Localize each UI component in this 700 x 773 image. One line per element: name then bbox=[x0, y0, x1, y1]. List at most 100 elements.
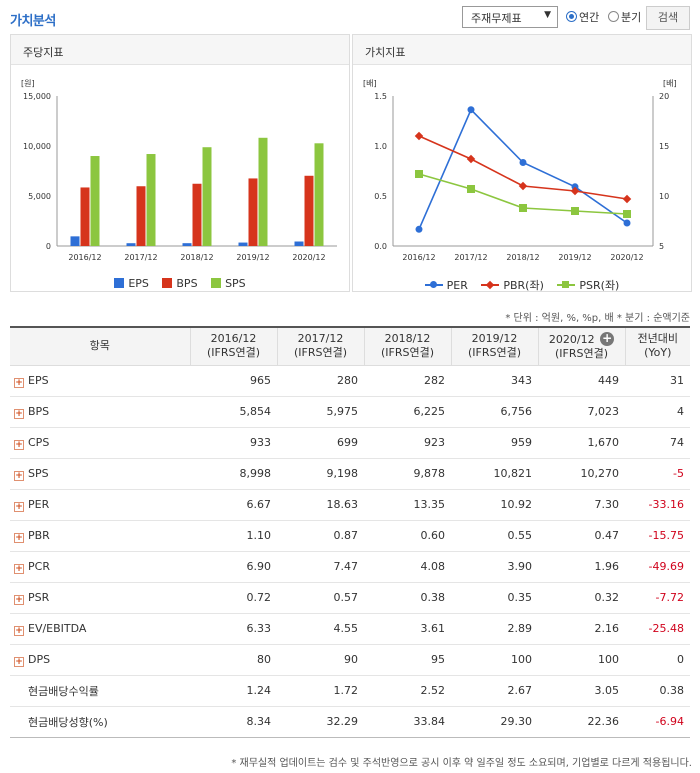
per-share-chart-title: 주당지표 bbox=[11, 35, 349, 65]
add-column-icon[interactable]: + bbox=[600, 330, 615, 346]
value-cell: 0.57 bbox=[277, 582, 364, 614]
y-tick-label: 0 bbox=[46, 242, 51, 251]
value-cell: 1.72 bbox=[277, 675, 364, 707]
bar-bps bbox=[80, 187, 90, 246]
legend-swatch bbox=[162, 278, 173, 288]
legend-sps[interactable]: SPS bbox=[211, 277, 246, 290]
bar-eps bbox=[294, 241, 304, 246]
legend-swatch bbox=[114, 278, 125, 288]
row-label: PBR bbox=[28, 528, 50, 542]
row-label-cell[interactable]: + SPS bbox=[10, 458, 190, 490]
table-row: 현금배당수익률 1.24 1.72 2.52 2.67 3.05 0.38 bbox=[10, 675, 690, 707]
valuation-table: 항목 2016/12 (IFRS연결) 2017/12 (IFRS연결) 2018/… bbox=[10, 326, 690, 738]
yoy-cell: 31 bbox=[625, 365, 690, 397]
yoy-cell: 4 bbox=[625, 396, 690, 428]
valuation-chart-panel: 가치지표 [배] [배] 1.5 1.0 0.5 0.0 20 15 10 5 2016/12 201… bbox=[352, 34, 692, 292]
bar-eps bbox=[182, 243, 192, 246]
legend-psr[interactable]: PSR(좌) bbox=[557, 277, 619, 293]
header-period: 2018/12 bbox=[384, 332, 431, 346]
expand-plus-icon[interactable]: + bbox=[14, 532, 24, 543]
header-period: 2019/12 bbox=[471, 332, 518, 346]
value-cell: 80 bbox=[190, 644, 277, 676]
expand-plus-icon[interactable]: + bbox=[14, 594, 24, 605]
expand-plus-icon[interactable]: + bbox=[14, 470, 24, 481]
value-cell: 0.55 bbox=[451, 520, 538, 552]
radio-unchecked-icon bbox=[608, 11, 619, 22]
row-label-cell[interactable]: + BPS bbox=[10, 396, 190, 428]
bar-sps bbox=[90, 156, 100, 246]
legend-per[interactable]: PER bbox=[424, 279, 468, 292]
value-cell: 5,975 bbox=[277, 396, 364, 428]
right-tick-label: 15 bbox=[659, 142, 669, 151]
value-cell: 343 bbox=[451, 365, 538, 397]
legend-eps[interactable]: EPS bbox=[114, 277, 149, 290]
x-tick-label: 2017/12 bbox=[124, 253, 157, 262]
data-point bbox=[571, 207, 579, 215]
expand-plus-icon[interactable]: + bbox=[14, 563, 24, 574]
value-cell: 7,023 bbox=[538, 396, 625, 428]
value-cell: 33.84 bbox=[364, 706, 451, 738]
row-label-cell[interactable]: + PCR bbox=[10, 551, 190, 583]
per-share-chart-legend: EPS BPS SPS bbox=[11, 277, 349, 290]
header-basis: (IFRS연결) bbox=[206, 346, 261, 360]
expand-plus-icon[interactable]: + bbox=[14, 625, 24, 636]
value-cell: 6.90 bbox=[190, 551, 277, 583]
data-point bbox=[518, 181, 528, 191]
x-tick-label: 2020/12 bbox=[292, 253, 325, 262]
expand-plus-icon[interactable]: + bbox=[14, 439, 24, 450]
row-label-cell[interactable]: + PER bbox=[10, 489, 190, 521]
valuation-line-chart: [배] [배] 1.5 1.0 0.5 0.0 20 15 10 5 2016/12 2017/12 2… bbox=[363, 79, 677, 262]
value-cell: 449 bbox=[538, 365, 625, 397]
row-label: BPS bbox=[28, 404, 50, 418]
header-basis: (IFRS연결) bbox=[380, 346, 435, 360]
header-item: 항목 bbox=[10, 327, 190, 366]
expand-plus-icon[interactable]: + bbox=[14, 408, 24, 419]
row-label-cell[interactable]: + PBR bbox=[10, 520, 190, 552]
search-button[interactable]: 검색 bbox=[646, 6, 690, 30]
y-tick-label: 10,000 bbox=[23, 142, 51, 151]
yoy-cell: -7.72 bbox=[625, 582, 690, 614]
value-cell: 923 bbox=[364, 427, 451, 459]
legend-pbr[interactable]: PBR(좌) bbox=[481, 277, 544, 293]
legend-label: SPS bbox=[225, 277, 246, 290]
header-col: 2019/12 (IFRS연결) bbox=[450, 327, 538, 366]
row-label-cell[interactable]: + EV/EBITDA bbox=[10, 613, 190, 645]
valuation-chart-legend: PER PBR(좌) PSR(좌) bbox=[353, 277, 691, 293]
yoy-cell: -15.75 bbox=[625, 520, 690, 552]
right-tick-label: 20 bbox=[659, 92, 669, 101]
select-value: 주재무제표 bbox=[471, 12, 522, 25]
expand-plus-icon[interactable]: + bbox=[14, 501, 24, 512]
table-row: + PER 6.67 18.63 13.35 10.92 7.30 -33.16 bbox=[10, 489, 690, 521]
value-cell: 0.72 bbox=[190, 582, 277, 614]
table-row: + SPS 8,998 9,198 9,878 10,821 10,270 -5 bbox=[10, 458, 690, 490]
radio-checked-icon bbox=[566, 11, 577, 22]
header-basis: (IFRS연결) bbox=[467, 346, 522, 360]
table-row: + EPS 965 280 282 343 449 31 bbox=[10, 365, 690, 397]
value-cell: 1,670 bbox=[538, 427, 625, 459]
row-label-cell[interactable]: + DPS bbox=[10, 644, 190, 676]
left-tick-label: 1.0 bbox=[374, 142, 387, 151]
legend-bps[interactable]: BPS bbox=[162, 277, 198, 290]
value-cell: 2.52 bbox=[364, 675, 451, 707]
row-label-cell[interactable]: + EPS bbox=[10, 365, 190, 397]
expand-plus-icon[interactable]: + bbox=[14, 377, 24, 388]
value-cell: 3.05 bbox=[538, 675, 625, 707]
radio-annual[interactable]: 연간 bbox=[566, 9, 599, 25]
row-label-cell[interactable]: + CPS bbox=[10, 427, 190, 459]
x-tick-label: 2018/12 bbox=[180, 253, 213, 262]
yoy-cell: 74 bbox=[625, 427, 690, 459]
yoy-cell: 0 bbox=[625, 644, 690, 676]
value-cell: 6.33 bbox=[190, 613, 277, 645]
row-label: 현금배당성향(%) bbox=[28, 715, 108, 729]
data-point bbox=[622, 194, 632, 204]
left-tick-label: 1.5 bbox=[374, 92, 387, 101]
radio-quarter[interactable]: 분기 bbox=[608, 9, 641, 25]
expand-plus-icon[interactable]: + bbox=[14, 656, 24, 667]
value-cell: 8.34 bbox=[190, 706, 277, 738]
statement-type-select[interactable]: 주재무제표 ▼ bbox=[462, 6, 558, 28]
row-label-cell[interactable]: + PSR bbox=[10, 582, 190, 614]
value-cell: 4.55 bbox=[277, 613, 364, 645]
x-tick-label: 2016/12 bbox=[68, 253, 101, 262]
radio-quarter-label: 분기 bbox=[621, 11, 642, 24]
value-cell: 18.63 bbox=[277, 489, 364, 521]
